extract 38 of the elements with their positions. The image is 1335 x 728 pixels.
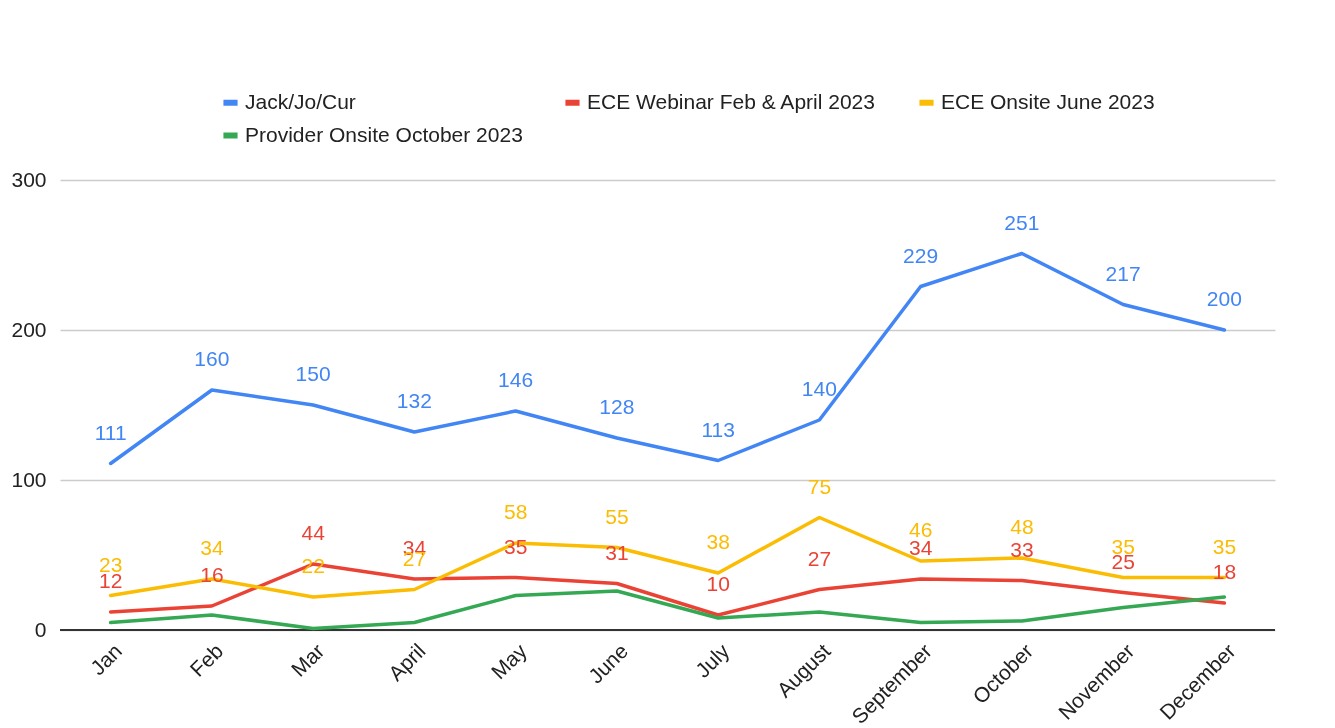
x-tick-label: May — [486, 638, 532, 684]
legend-label: ECE Webinar Feb & April 2023 — [587, 89, 875, 113]
data-label: 150 — [295, 362, 331, 385]
data-label: 18 — [1212, 560, 1237, 583]
data-label: 146 — [498, 368, 534, 391]
x-tick-label: Mar — [286, 639, 329, 681]
data-label: 75 — [807, 474, 832, 498]
line-series — [108, 589, 1227, 631]
y-tick-label: 0 — [34, 617, 47, 641]
data-label: 132 — [396, 389, 432, 412]
data-label: 27 — [807, 546, 832, 570]
data-label: 55 — [605, 504, 629, 528]
x-tick-label: Jan — [85, 639, 126, 680]
data-label: 200 — [1206, 287, 1242, 310]
data-label: 217 — [1105, 261, 1141, 285]
legend-label: Jack/Jo/Cur — [245, 89, 356, 113]
data-label: 38 — [706, 530, 730, 553]
data-label: 251 — [1004, 210, 1040, 234]
x-tick-label: Feb — [185, 639, 228, 681]
y-tick-label: 100 — [11, 467, 47, 491]
y-tick-label: 300 — [11, 167, 47, 191]
data-label: 111 — [94, 420, 127, 444]
data-label: 35 — [1212, 534, 1237, 558]
data-label: 58 — [503, 500, 528, 523]
legend-label: Provider Onsite October 2023 — [245, 122, 523, 146]
y-tick-label: 200 — [11, 317, 47, 341]
legend-label: ECE Onsite June 2023 — [941, 89, 1155, 113]
data-label: 48 — [1010, 515, 1034, 538]
data-label: 44 — [301, 521, 326, 544]
data-label: 140 — [801, 377, 837, 400]
data-label: 128 — [599, 395, 635, 418]
data-label: 10 — [706, 572, 730, 595]
data-label: 160 — [194, 347, 230, 370]
data-label: 33 — [1010, 537, 1034, 561]
data-label: 229 — [903, 243, 939, 267]
data-label: 34 — [200, 536, 224, 559]
data-label: 113 — [701, 417, 735, 441]
x-tick-label: July — [690, 638, 734, 682]
